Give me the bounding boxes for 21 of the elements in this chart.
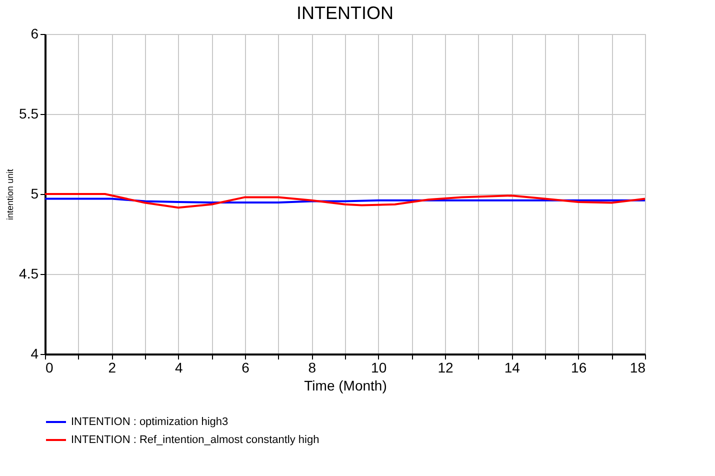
y-tick-label: 6 [30,26,39,42]
chart-title: INTENTION [296,3,394,23]
x-tick-label: 12 [438,360,454,376]
y-tick-label: 5.5 [19,106,39,122]
x-axis-title: Time (Month) [304,378,387,394]
line-series [44,193,646,209]
y-tick-label: 4.5 [19,266,39,282]
y-tick-label: 5 [30,186,39,202]
x-tick-label: 16 [571,360,587,376]
y-tick-label: 4 [30,346,39,362]
y-axis-title: intention unit [5,168,16,220]
x-tick-label: 18 [630,360,646,376]
x-tick-label: 4 [174,360,183,376]
legend-label: INTENTION : Ref_intention_almost constantly high [71,434,320,446]
x-tick-label: 10 [371,360,387,376]
legend-label: INTENTION : optimization high3 [71,416,228,428]
x-tick-label: 2 [108,360,116,376]
x-tick-label: 0 [46,360,54,376]
x-tick-label: 8 [308,360,316,376]
x-tick-label: 6 [242,360,250,376]
x-tick-label: 14 [504,360,520,376]
